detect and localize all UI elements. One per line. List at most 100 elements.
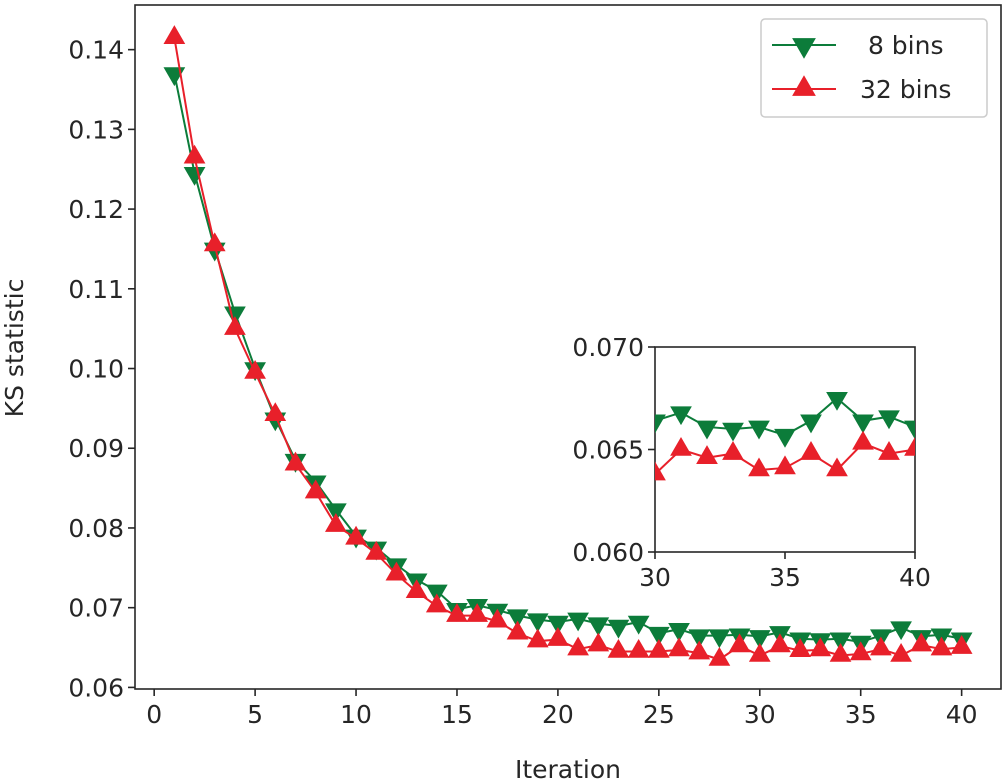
series-line-32-bins	[173, 37, 962, 661]
inset-x-tick-label: 40	[899, 563, 931, 592]
x-tick-label: 10	[340, 700, 372, 729]
data-point-32-bins	[870, 636, 892, 656]
data-point-32-bins	[203, 232, 226, 252]
data-point-32-bins	[829, 642, 852, 662]
x-tick-label: 0	[146, 700, 162, 729]
legend-label-32-bins: 32 bins	[860, 75, 951, 104]
data-point-8-bins	[708, 629, 731, 649]
legend-label-8-bins: 8 bins	[860, 31, 943, 60]
data-point-8-bins	[547, 615, 569, 635]
legend-frame	[760, 18, 988, 118]
data-point-32-bins	[284, 451, 307, 471]
data-point-32-bins	[425, 593, 448, 613]
x-tick-label: 25	[643, 700, 675, 729]
data-point-32-bins	[627, 638, 650, 658]
data-point-32-bins	[244, 359, 266, 379]
x-tick-label: 15	[441, 700, 473, 729]
data-point-32-bins	[890, 642, 912, 662]
x-tick-label: 40	[946, 700, 978, 729]
y-axis-label: KS statistic	[0, 279, 29, 418]
data-point-32-bins	[466, 603, 489, 622]
inset-data-point-32-bins	[904, 436, 915, 456]
data-point-32-bins	[607, 638, 630, 658]
inset-data-point-8-bins	[852, 414, 874, 434]
data-point-32-bins	[183, 144, 206, 164]
data-point-32-bins	[324, 513, 347, 532]
series-line-8-bins	[173, 73, 962, 643]
inset-data-point-8-bins	[826, 391, 848, 411]
data-point-32-bins	[365, 540, 388, 560]
data-point-32-bins	[728, 633, 751, 653]
inset-data-point-8-bins	[722, 422, 744, 442]
data-point-32-bins	[668, 637, 690, 657]
inset-data-point-8-bins	[904, 420, 915, 440]
y-tick-label: 0.13	[68, 115, 124, 144]
data-point-32-bins	[446, 603, 468, 622]
data-point-8-bins	[829, 632, 852, 652]
data-point-32-bins	[264, 402, 287, 422]
inset-y-tick-label: 0.060	[572, 538, 644, 567]
inset-data-point-8-bins	[878, 410, 900, 430]
data-point-32-bins	[506, 620, 529, 640]
data-point-8-bins	[607, 619, 630, 639]
y-tick-label: 0.06	[68, 673, 124, 702]
data-point-8-bins	[526, 613, 549, 633]
y-tick-label: 0.12	[68, 195, 124, 224]
inset-data-point-32-bins	[696, 445, 718, 464]
data-point-8-bins	[506, 609, 529, 629]
inset-data-point-32-bins	[670, 436, 692, 456]
data-point-8-bins	[587, 617, 610, 637]
data-point-8-bins	[647, 626, 670, 646]
data-point-8-bins	[567, 612, 589, 632]
inset-data-point-32-bins	[748, 457, 770, 477]
data-point-32-bins	[769, 633, 791, 653]
x-tick-label: 35	[845, 700, 877, 729]
inset-data-point-32-bins	[852, 430, 874, 450]
inset-data-point-32-bins	[655, 461, 666, 481]
y-tick-label: 0.07	[68, 594, 124, 623]
data-point-32-bins	[385, 561, 408, 581]
x-tick-label: 30	[744, 700, 776, 729]
inset-plot: 30 35 40 0.060 0.065 0.070	[572, 333, 930, 592]
y-tick-label: 0.11	[68, 275, 124, 304]
y-tick-label: 0.09	[68, 434, 124, 463]
inset-data-point-8-bins	[748, 420, 770, 440]
data-point-32-bins	[163, 25, 186, 44]
inset-data-point-8-bins	[670, 406, 692, 426]
inset-data-point-32-bins	[774, 455, 796, 475]
legend-marker-32-bins	[792, 75, 816, 96]
data-point-32-bins	[526, 628, 549, 648]
data-point-32-bins	[647, 638, 670, 658]
x-axis-label: Iteration	[515, 755, 621, 782]
inset-data-point-8-bins	[800, 414, 822, 434]
data-point-8-bins	[748, 630, 771, 649]
data-point-32-bins	[950, 634, 973, 654]
x-tick-label: 5	[247, 700, 263, 729]
y-tick-label: 0.10	[68, 355, 124, 384]
inset-data-point-8-bins	[774, 428, 796, 448]
data-point-32-bins	[304, 479, 327, 499]
data-point-8-bins	[890, 621, 912, 641]
data-point-32-bins	[587, 632, 610, 652]
data-point-32-bins	[345, 525, 367, 545]
inset-data-point-32-bins	[826, 457, 848, 477]
inset-data-point-32-bins	[878, 441, 900, 460]
data-point-32-bins	[748, 642, 771, 662]
x-tick-label: 20	[542, 700, 574, 729]
inset-x-tick-label: 35	[769, 563, 801, 592]
inset-y-tick-label: 0.070	[572, 333, 644, 362]
y-tick-label: 0.14	[68, 36, 124, 65]
data-point-32-bins	[849, 641, 872, 661]
data-point-32-bins	[486, 608, 509, 628]
inset-x-tick-label: 30	[639, 563, 671, 592]
data-point-32-bins	[547, 627, 569, 646]
inset-data-point-8-bins	[655, 414, 666, 434]
data-point-32-bins	[789, 638, 812, 658]
data-point-32-bins	[809, 637, 832, 657]
data-point-32-bins	[930, 636, 953, 656]
data-point-8-bins	[324, 503, 347, 523]
data-point-32-bins	[567, 636, 589, 656]
legend-marker-8-bins	[792, 38, 816, 59]
data-point-32-bins	[405, 579, 428, 599]
